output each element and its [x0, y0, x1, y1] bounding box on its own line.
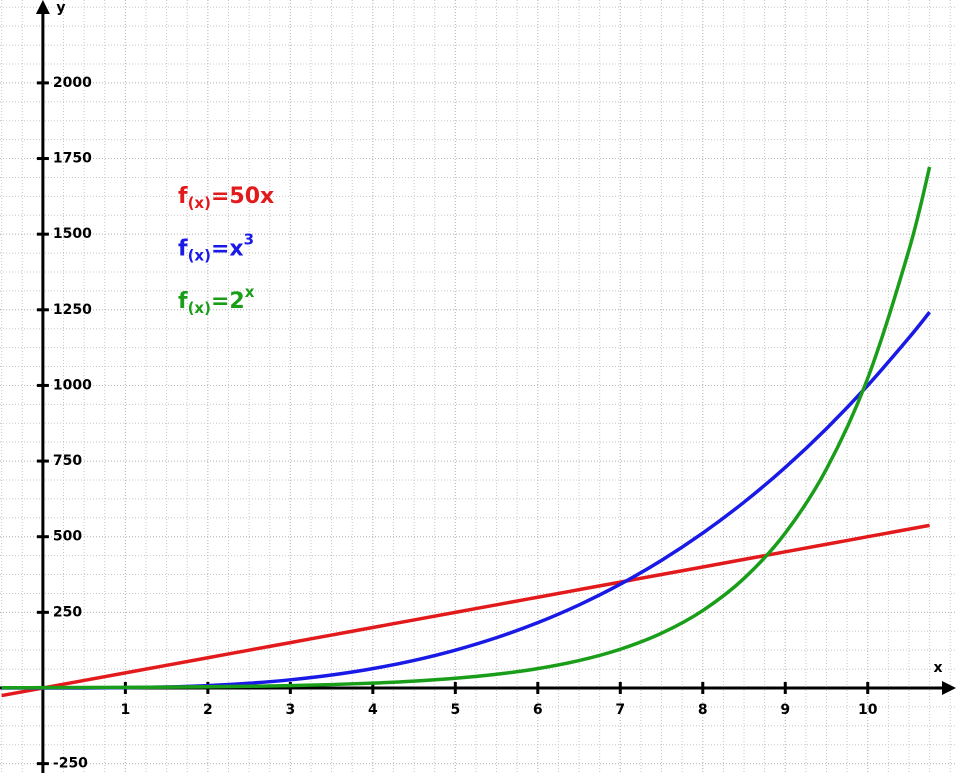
legend-text: =x: [211, 237, 244, 262]
x-tick-label: 9: [780, 702, 790, 718]
legend-text: (x): [188, 246, 211, 264]
function-curve: [1, 523, 930, 698]
x-tick-label: 6: [533, 702, 543, 718]
y-axis-arrow: [35, 0, 50, 14]
legend-text: x: [245, 283, 255, 301]
legend-text: =2: [211, 289, 245, 314]
y-tick-label: 250: [53, 604, 82, 620]
x-axis-label: x: [933, 660, 942, 676]
y-tick-label: 750: [53, 453, 82, 469]
legend-entry: f(x)=x3: [178, 230, 254, 264]
legend-text: f: [178, 289, 188, 314]
x-tick-label: 10: [858, 702, 878, 718]
x-tick-label: 4: [368, 702, 378, 718]
y-axis-label: y: [56, 0, 65, 16]
x-tick-label: 2: [203, 702, 213, 718]
x-tick-label: 1: [121, 702, 131, 718]
legend-text: (x): [188, 194, 211, 212]
legend-text: =50x: [211, 184, 274, 209]
y-tick-label: -250: [53, 756, 88, 772]
legend-text: (x): [188, 299, 211, 317]
curves: [1, 166, 932, 698]
y-tick-label: 1750: [53, 151, 92, 167]
legend-text: f: [178, 237, 188, 262]
legend-text: f: [178, 184, 188, 209]
function-curve: [1, 166, 932, 690]
x-tick-label: 3: [285, 702, 295, 718]
legend-entry: f(x)=2x: [178, 283, 255, 317]
y-tick-label: 500: [53, 529, 82, 545]
legend-entry: f(x)=50x: [178, 184, 274, 212]
x-tick-label: 8: [698, 702, 708, 718]
legend-text: 3: [244, 230, 254, 248]
y-tick-label: 2000: [53, 75, 92, 91]
y-tick-label: 1000: [53, 377, 92, 393]
x-tick-label: 7: [615, 702, 625, 718]
y-tick-label: 1250: [53, 302, 92, 318]
y-tick-label: 1500: [53, 226, 92, 242]
x-tick-label: 5: [450, 702, 460, 718]
x-axis-arrow: [942, 680, 956, 695]
